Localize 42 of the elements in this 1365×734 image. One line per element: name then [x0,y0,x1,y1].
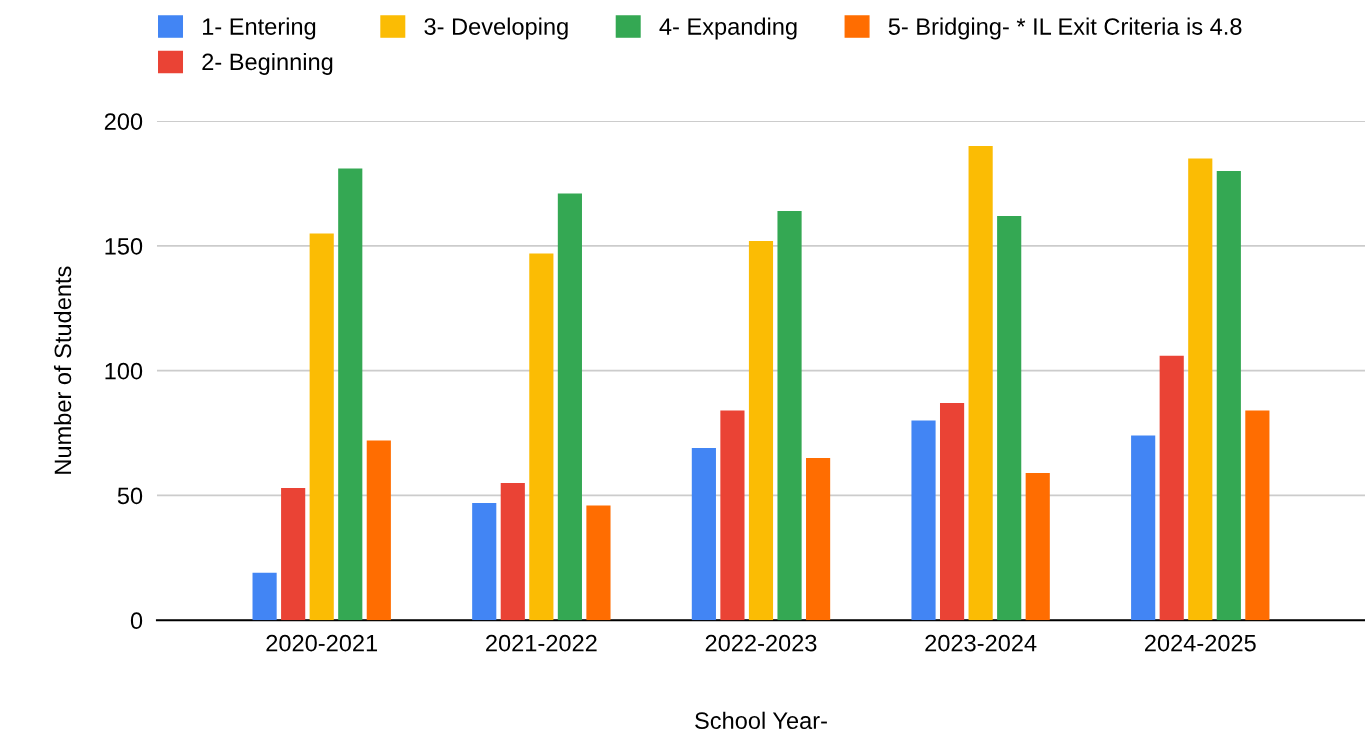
bar [366,440,391,621]
bar [806,458,831,621]
legend-label: 3- Developing [424,17,568,40]
bar [720,410,745,621]
bar [939,403,965,621]
x-axis-title: School Year- [695,711,827,730]
x-tick-label: 2020-2021 [266,634,378,652]
y-tick-label: 100 [105,362,143,380]
bar [529,253,554,621]
legend-label: 5- Bridging- * IL Exit Criteria is 4.8 [888,17,1242,40]
bar [309,233,334,621]
y-tick-label: 50 [117,487,143,505]
x-tick-label: 2023-2024 [925,634,1037,652]
legend-label: 4- Expanding [659,17,797,40]
bar [500,482,525,621]
bar [1025,472,1050,621]
bar [472,502,497,621]
legend-label: 2- Beginning [202,52,333,75]
y-tick-label: 200 [104,113,143,130]
bar [748,240,774,621]
x-tick-label: 2024-2025 [1145,634,1256,652]
bar [252,572,277,621]
bar [911,420,936,621]
x-tick-label: 2021-2022 [486,634,597,652]
bar [586,505,611,621]
bar [281,487,306,621]
bar [1188,158,1213,621]
bar [557,193,582,621]
y-axis-title: Number of Students [53,266,72,474]
bar [1159,355,1184,621]
bar [1131,435,1156,621]
bar [997,215,1022,621]
y-tick-label: 150 [105,237,143,255]
bar [1216,171,1241,621]
bar [691,448,716,621]
bar [777,210,802,621]
bar [338,168,363,621]
legend-label: 1- Entering [203,17,316,40]
bar [1245,410,1270,621]
y-tick-label: 0 [130,612,143,630]
x-tick-label: 2022-2023 [705,634,817,652]
bar [968,146,993,621]
